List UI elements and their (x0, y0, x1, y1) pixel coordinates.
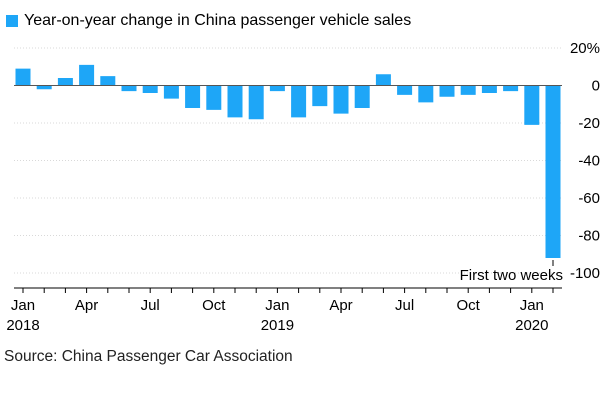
y-tick-label: 20% (570, 40, 600, 57)
bar (291, 85, 307, 118)
y-tick-label: -40 (578, 153, 600, 170)
bar (439, 85, 455, 97)
bar (481, 85, 497, 93)
bar (269, 85, 285, 92)
x-tick-label: Oct (457, 297, 481, 314)
bar (354, 85, 370, 108)
bar (36, 85, 52, 90)
x-tick-label: Jan (11, 297, 35, 314)
y-tick-label: -20 (578, 115, 600, 132)
bar (375, 74, 391, 86)
bar (121, 85, 137, 92)
bar (524, 85, 540, 125)
bar (418, 85, 434, 103)
bar (15, 68, 31, 86)
legend-label: Year-on-year change in China passenger v… (24, 12, 412, 29)
bar (79, 64, 95, 86)
x-tick-year-label: 2018 (6, 317, 39, 334)
x-tick-label: Jan (520, 297, 544, 314)
legend-swatch (6, 15, 18, 27)
bar (312, 85, 328, 107)
y-tick-label: -100 (570, 265, 600, 282)
bar (503, 85, 519, 92)
bar (206, 85, 222, 110)
x-tick-label: Oct (202, 297, 226, 314)
annotation-label: First two weeks (460, 267, 563, 284)
bar (248, 85, 264, 120)
x-tick-year-label: 2020 (515, 317, 548, 334)
y-tick-label: -80 (578, 228, 600, 245)
x-tick-label: Apr (329, 297, 352, 314)
bar (545, 85, 561, 258)
bar-chart: 20% 0 -20 -40 -60 -80 -100 Jan 2018 Apr Jul Oct Jan 2… (6, 40, 600, 334)
bar (333, 85, 349, 114)
bar (57, 78, 73, 86)
y-tick-label: -60 (578, 190, 600, 207)
bar (460, 85, 476, 95)
bar (100, 76, 116, 86)
x-tick-label: Jul (395, 297, 414, 314)
bar (163, 85, 179, 99)
x-tick-year-label: 2019 (261, 317, 294, 334)
bar (185, 85, 201, 108)
bar (142, 85, 158, 93)
source-note: Source: China Passenger Car Association (4, 348, 293, 365)
bar (227, 85, 243, 118)
x-tick-label: Jul (141, 297, 160, 314)
bar (397, 85, 413, 95)
x-tick-label: Apr (75, 297, 98, 314)
legend: Year-on-year change in China passenger v… (6, 12, 411, 30)
y-tick-label: 0 (592, 78, 600, 95)
x-tick-label: Jan (265, 297, 289, 314)
